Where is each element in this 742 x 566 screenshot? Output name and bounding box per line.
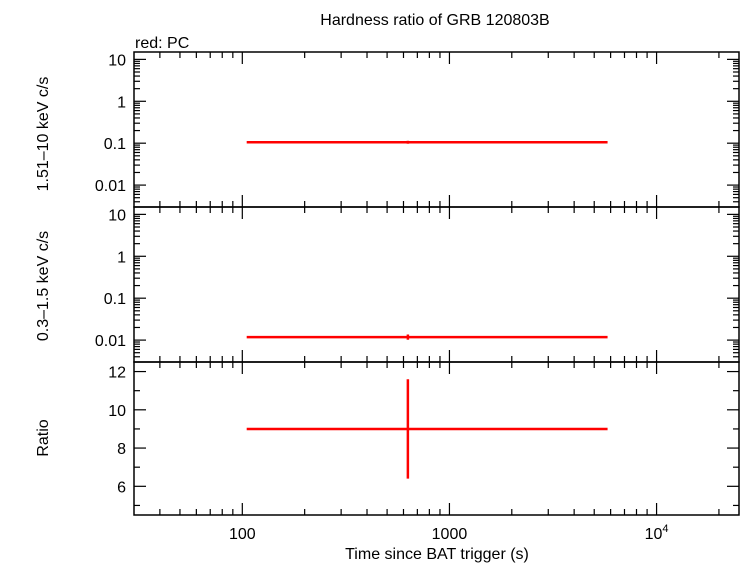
- y-axis-label-ratio: Ratio: [35, 419, 52, 456]
- panel-frame-ratio: [133, 361, 740, 516]
- y-axis-label-soft: 0.3–1.5 keV c/s: [35, 231, 52, 341]
- panel-frame-hard: [133, 51, 740, 208]
- chart-title: Hardness ratio of GRB 120803B: [320, 12, 549, 29]
- y-tick-label-soft-3: 0.01: [95, 333, 126, 350]
- y-tick-label-soft-2: 0.1: [104, 291, 126, 308]
- y-tick-label-soft-1: 1: [117, 249, 126, 266]
- y-tick-label-ratio-3: 6: [117, 479, 126, 496]
- y-tick-label-ratio-2: 8: [117, 441, 126, 458]
- x-tick-label-1: 1000: [432, 526, 468, 543]
- x-axis-label: Time since BAT trigger (s): [345, 546, 529, 563]
- x-tick-label-0: 100: [229, 526, 256, 543]
- y-tick-label-ratio-0: 12: [108, 365, 126, 382]
- y-tick-label-hard-2: 0.1: [104, 136, 126, 153]
- y-tick-label-soft-0: 10: [108, 207, 126, 224]
- panel-frame-soft: [133, 206, 740, 363]
- legend-text: red: PC: [135, 35, 189, 52]
- y-tick-label-ratio-1: 10: [108, 403, 126, 420]
- plot-area: 10 1 0.1 0.01 10 1 0.1 0.01 12 10 8 6 100 1000 104: [95, 51, 740, 543]
- x-tick-label-2: 104: [645, 523, 669, 543]
- y-tick-label-hard-1: 1: [117, 94, 126, 111]
- y-tick-label-hard-3: 0.01: [95, 178, 126, 195]
- y-axis-label-hard: 1.51–10 keV c/s: [35, 77, 52, 192]
- y-tick-label-hard-0: 10: [108, 52, 126, 69]
